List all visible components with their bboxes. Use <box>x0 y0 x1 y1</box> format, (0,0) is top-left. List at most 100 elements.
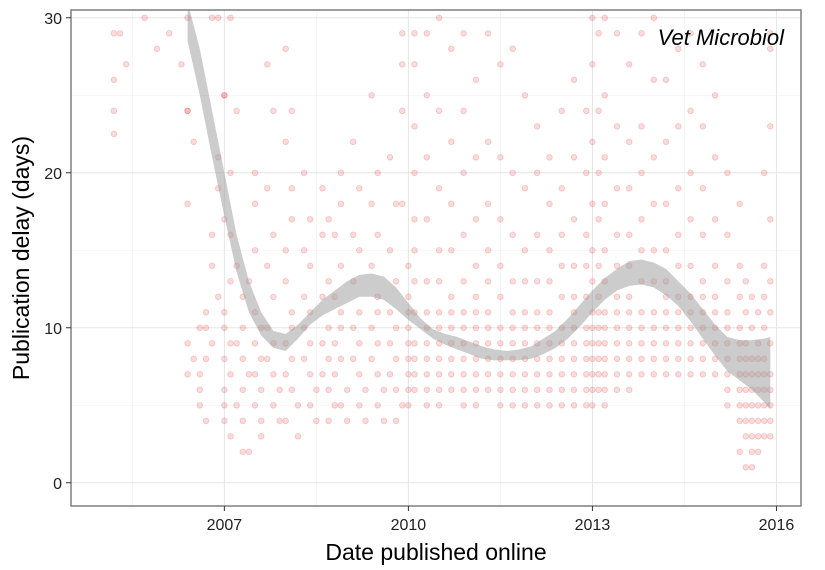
data-point <box>736 200 743 207</box>
data-point <box>534 402 541 409</box>
data-point <box>509 324 516 331</box>
data-point <box>423 386 430 393</box>
data-point <box>423 154 430 161</box>
data-point <box>460 169 467 176</box>
data-point <box>337 169 345 176</box>
data-point <box>748 293 756 300</box>
data-point <box>534 278 541 285</box>
data-point <box>638 247 645 254</box>
data-point <box>165 30 173 37</box>
data-point <box>570 262 578 269</box>
data-point <box>399 402 406 409</box>
data-point <box>460 324 467 331</box>
data-point <box>307 216 314 223</box>
data-point <box>411 123 418 130</box>
data-point <box>380 386 388 393</box>
data-point <box>251 402 259 409</box>
data-point <box>392 278 400 285</box>
data-point <box>509 278 516 285</box>
data-point <box>411 386 418 393</box>
data-point <box>687 107 694 114</box>
data-point <box>350 324 357 331</box>
data-point <box>742 386 749 393</box>
data-point <box>699 61 706 68</box>
data-point <box>583 340 590 347</box>
data-point <box>196 402 203 409</box>
data-point <box>405 293 412 300</box>
data-point <box>509 371 516 378</box>
data-point <box>497 216 504 223</box>
data-point <box>435 386 443 393</box>
data-point <box>331 340 338 347</box>
data-point <box>534 123 541 130</box>
data-point <box>601 154 608 161</box>
data-point <box>546 278 553 285</box>
data-point <box>613 185 621 192</box>
data-point <box>110 130 118 138</box>
data-point <box>558 386 565 393</box>
data-point <box>460 386 467 393</box>
data-point <box>767 123 774 130</box>
data-point <box>337 262 345 269</box>
data-point <box>595 340 602 347</box>
data-point <box>748 324 756 331</box>
data-point <box>300 293 308 300</box>
data-point <box>227 169 234 176</box>
data-point <box>601 14 608 21</box>
data-point <box>374 402 381 409</box>
data-point <box>325 216 332 223</box>
data-point <box>699 355 706 362</box>
data-point <box>245 448 253 455</box>
data-point <box>638 30 645 37</box>
data-point <box>595 107 602 114</box>
data-point <box>583 231 590 238</box>
data-point <box>724 278 731 285</box>
data-point <box>613 340 621 347</box>
data-point <box>392 386 400 393</box>
data-point <box>589 402 596 409</box>
data-point <box>742 278 749 285</box>
data-point <box>368 262 375 269</box>
data-point <box>662 76 670 83</box>
data-point <box>484 30 492 37</box>
data-point <box>184 371 191 378</box>
data-point <box>399 61 406 68</box>
data-point <box>650 154 657 161</box>
data-point <box>227 433 234 440</box>
data-point <box>435 355 443 362</box>
data-point <box>583 355 590 362</box>
data-point <box>202 355 210 362</box>
data-point <box>595 30 602 37</box>
data-point <box>687 324 694 331</box>
data-point <box>141 14 148 21</box>
data-point <box>184 107 191 114</box>
data-point <box>675 355 682 362</box>
data-point <box>356 371 363 378</box>
data-point <box>589 324 596 331</box>
data-point <box>405 340 412 347</box>
data-point <box>675 231 682 238</box>
data-point <box>724 309 731 316</box>
data-point <box>251 247 259 254</box>
data-point <box>435 371 443 378</box>
data-point <box>386 309 394 316</box>
data-point <box>589 138 596 145</box>
data-point <box>448 355 455 362</box>
x-tick-label: 2016 <box>759 517 795 534</box>
data-point <box>761 324 768 331</box>
data-point <box>687 30 694 37</box>
data-point <box>761 433 768 440</box>
data-point <box>767 417 774 424</box>
data-point <box>583 402 590 409</box>
data-point <box>497 262 504 269</box>
data-point <box>509 309 516 316</box>
x-tick-label: 2007 <box>207 517 243 534</box>
data-point <box>675 324 682 331</box>
data-point <box>214 14 222 21</box>
data-point <box>589 61 596 68</box>
data-point <box>570 371 578 378</box>
data-point <box>595 169 602 176</box>
data-point <box>662 309 670 316</box>
data-point <box>178 61 185 68</box>
